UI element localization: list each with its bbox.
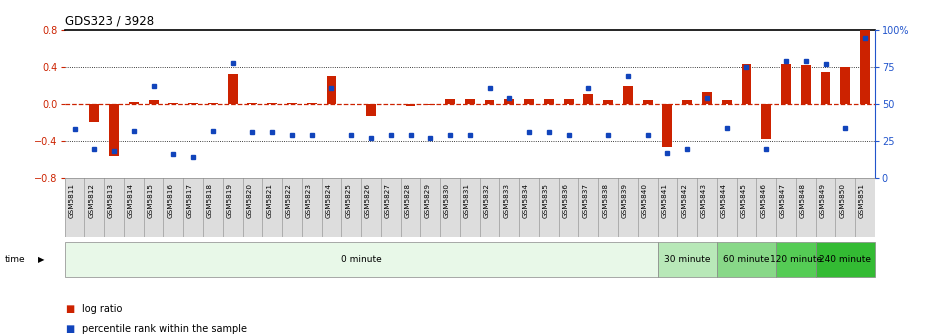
Bar [722, 99, 731, 104]
Text: GSM5838: GSM5838 [602, 183, 608, 218]
Text: GSM5849: GSM5849 [820, 183, 825, 218]
Text: GSM5816: GSM5816 [167, 183, 173, 218]
Text: GSM5840: GSM5840 [642, 183, 648, 218]
Bar [188, 103, 198, 104]
Text: GSM5847: GSM5847 [780, 183, 786, 218]
Bar [425, 104, 436, 105]
Text: GSM5820: GSM5820 [246, 183, 252, 218]
Text: GSM5813: GSM5813 [108, 183, 114, 218]
Text: GSM5826: GSM5826 [365, 183, 371, 218]
Bar [485, 99, 495, 104]
Text: time: time [5, 255, 26, 264]
Bar [821, 72, 830, 104]
Text: GSM5828: GSM5828 [404, 183, 411, 218]
Text: 30 minute: 30 minute [664, 255, 710, 264]
Text: GSM5815: GSM5815 [147, 183, 154, 218]
Text: GSM5827: GSM5827 [385, 183, 391, 218]
Text: log ratio: log ratio [82, 304, 122, 314]
Bar [247, 103, 258, 104]
Text: GSM5832: GSM5832 [483, 183, 490, 218]
Bar [623, 86, 632, 104]
Bar [544, 99, 553, 104]
Text: GSM5829: GSM5829 [424, 183, 430, 218]
Bar [148, 100, 159, 104]
Bar [702, 92, 712, 104]
Bar [841, 67, 850, 104]
Bar [267, 103, 277, 104]
Text: GSM5819: GSM5819 [226, 183, 233, 218]
Text: GSM5841: GSM5841 [661, 183, 668, 218]
Bar [287, 103, 297, 104]
Text: ■: ■ [65, 324, 74, 334]
Bar [307, 103, 317, 104]
Bar [504, 99, 514, 104]
Bar [465, 99, 475, 104]
Bar [860, 21, 870, 104]
Bar [168, 103, 178, 104]
Bar [109, 104, 119, 156]
Bar [583, 94, 593, 104]
Bar [405, 104, 416, 106]
Bar [742, 64, 751, 104]
Text: GSM5811: GSM5811 [68, 183, 74, 218]
Text: 0 minute: 0 minute [340, 255, 381, 264]
Bar [564, 99, 573, 104]
Text: GSM5821: GSM5821 [266, 183, 272, 218]
Text: GSM5817: GSM5817 [187, 183, 193, 218]
Text: GSM5843: GSM5843 [701, 183, 707, 218]
Text: GSM5845: GSM5845 [741, 183, 747, 218]
Text: 120 minute: 120 minute [769, 255, 822, 264]
Text: ■: ■ [65, 304, 74, 314]
Text: GSM5814: GSM5814 [127, 183, 134, 218]
Text: GSM5830: GSM5830 [444, 183, 450, 218]
Text: GSM5824: GSM5824 [325, 183, 332, 218]
Text: GSM5822: GSM5822 [286, 183, 292, 218]
Text: GSM5825: GSM5825 [345, 183, 351, 218]
Bar [762, 104, 771, 139]
FancyBboxPatch shape [657, 242, 717, 277]
Text: GSM5835: GSM5835 [543, 183, 549, 218]
Text: GSM5837: GSM5837 [582, 183, 589, 218]
Text: GSM5846: GSM5846 [760, 183, 767, 218]
Text: GSM5850: GSM5850 [840, 183, 845, 218]
Text: GSM5823: GSM5823 [305, 183, 312, 218]
Text: GSM5844: GSM5844 [721, 183, 727, 218]
Text: GSM5839: GSM5839 [622, 183, 628, 218]
FancyBboxPatch shape [717, 242, 776, 277]
Text: 240 minute: 240 minute [819, 255, 871, 264]
Bar [801, 66, 810, 104]
Text: 60 minute: 60 minute [723, 255, 769, 264]
Text: GSM5831: GSM5831 [464, 183, 470, 218]
Bar [603, 99, 613, 104]
Text: GSM5842: GSM5842 [681, 183, 688, 218]
Text: GSM5812: GSM5812 [88, 183, 94, 218]
Bar [89, 104, 99, 122]
Text: ▶: ▶ [38, 255, 45, 264]
FancyBboxPatch shape [65, 242, 657, 277]
Text: GSM5833: GSM5833 [503, 183, 510, 218]
Text: percentile rank within the sample: percentile rank within the sample [82, 324, 247, 334]
Bar [326, 77, 337, 104]
FancyBboxPatch shape [776, 242, 816, 277]
Bar [129, 102, 139, 104]
Bar [682, 99, 692, 104]
Bar [208, 103, 218, 104]
Text: GSM5836: GSM5836 [563, 183, 569, 218]
FancyBboxPatch shape [816, 242, 875, 277]
Text: GSM5818: GSM5818 [207, 183, 213, 218]
Text: GSM5851: GSM5851 [859, 183, 865, 218]
Bar [227, 74, 238, 104]
Bar [366, 104, 376, 116]
Bar [643, 99, 652, 104]
Bar [524, 99, 534, 104]
Text: GSM5848: GSM5848 [800, 183, 805, 218]
Bar [781, 64, 791, 104]
Text: GDS323 / 3928: GDS323 / 3928 [65, 15, 154, 28]
Bar [445, 99, 455, 104]
Bar [663, 104, 672, 147]
Text: GSM5834: GSM5834 [523, 183, 529, 218]
